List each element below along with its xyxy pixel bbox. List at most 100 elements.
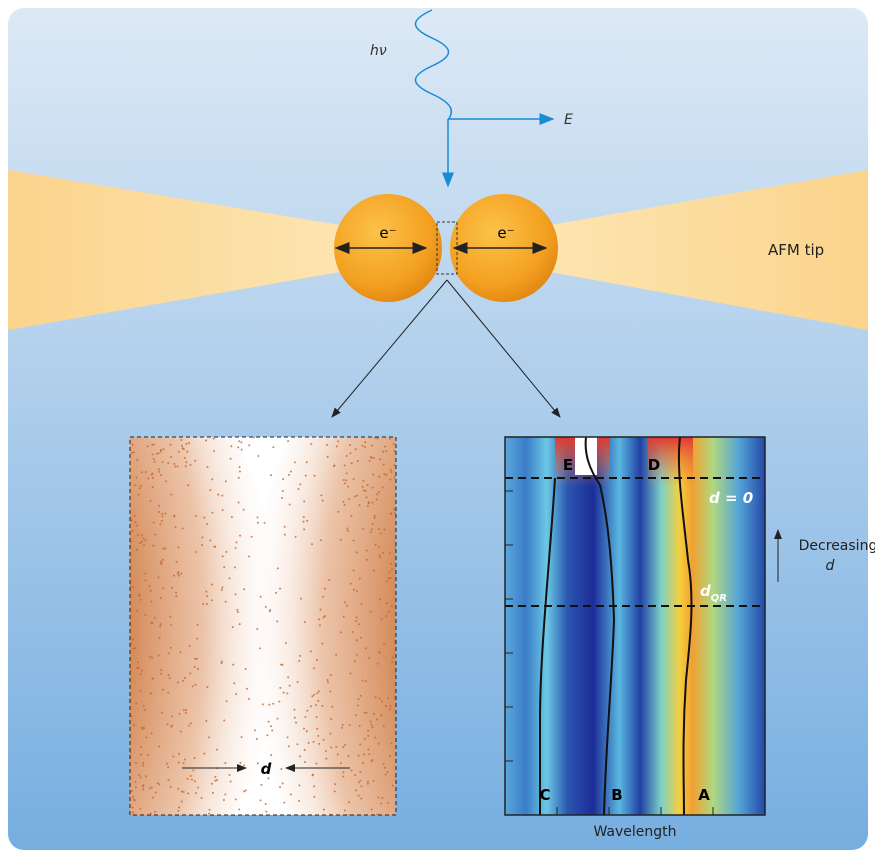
- particle-dot: [353, 540, 355, 542]
- particle-dot: [379, 556, 381, 558]
- particle-dot: [132, 444, 134, 446]
- particle-dot: [390, 705, 392, 707]
- particle-dot: [260, 596, 262, 598]
- particle-dot: [232, 664, 234, 666]
- particle-dot: [304, 716, 306, 718]
- particle-dot: [190, 775, 192, 777]
- particle-dot: [142, 764, 144, 766]
- particle-dot: [243, 588, 245, 590]
- particle-dot: [194, 666, 196, 668]
- particle-dot: [183, 762, 185, 764]
- particle-dot: [257, 522, 259, 524]
- particle-dot: [165, 480, 167, 482]
- particle-dot: [154, 533, 156, 535]
- particle-dot: [306, 520, 308, 522]
- particle-dot: [172, 756, 174, 758]
- particle-dot: [136, 610, 138, 612]
- particle-dot: [360, 695, 362, 697]
- particle-dot: [386, 580, 388, 582]
- particle-dot: [214, 780, 216, 782]
- particle-dot: [257, 516, 259, 518]
- particle-dot: [306, 730, 308, 732]
- particle-dot: [321, 643, 323, 645]
- particle-dot: [268, 721, 270, 723]
- particle-dot: [206, 595, 208, 597]
- particle-dot: [298, 800, 300, 802]
- figure: e⁻ e⁻ AFM tip hν E d E D C B A d = 0 dQR…: [0, 0, 875, 857]
- particle-dot: [231, 516, 233, 518]
- particle-dot: [140, 690, 142, 692]
- particle-dot: [289, 504, 291, 506]
- particle-dot: [375, 544, 377, 546]
- particle-dot: [393, 464, 395, 466]
- particle-dot: [303, 528, 305, 530]
- particle-dot: [141, 534, 143, 536]
- particle-dot: [147, 754, 149, 756]
- particle-dot: [317, 735, 319, 737]
- particle-dot: [350, 672, 352, 674]
- particle-dot: [352, 631, 354, 633]
- particle-dot: [133, 451, 135, 453]
- particle-dot: [245, 789, 247, 791]
- particle-dot: [205, 439, 207, 441]
- particle-dot: [178, 546, 180, 548]
- particle-dot: [333, 465, 335, 467]
- particle-dot: [183, 448, 185, 450]
- particle-dot: [378, 743, 380, 745]
- particle-dot: [350, 583, 352, 585]
- particle-dot: [159, 637, 161, 639]
- particle-dot: [158, 452, 160, 454]
- particle-dot: [378, 528, 380, 530]
- particle-dot: [316, 716, 318, 718]
- particle-dot: [282, 478, 284, 480]
- particle-dot: [335, 746, 337, 748]
- particle-dot: [393, 477, 395, 479]
- particle-dot: [373, 517, 375, 519]
- particle-dot: [326, 444, 328, 446]
- particle-dot: [355, 714, 357, 716]
- particle-dot: [294, 717, 296, 719]
- particle-dot: [313, 667, 315, 669]
- particle-dot: [277, 567, 279, 569]
- particle-dot: [167, 462, 169, 464]
- particle-dot: [185, 712, 187, 714]
- particle-dot: [138, 494, 140, 496]
- particle-dot: [184, 677, 186, 679]
- particle-dot: [389, 438, 391, 440]
- particle-dot: [142, 786, 144, 788]
- particle-dot: [203, 517, 205, 519]
- particle-dot: [167, 692, 169, 694]
- particle-dot: [224, 762, 226, 764]
- particle-dot: [367, 748, 369, 750]
- particle-dot: [144, 573, 146, 575]
- particle-dot: [320, 494, 322, 496]
- particle-dot: [248, 444, 250, 446]
- particle-dot: [241, 449, 243, 451]
- particle-dot: [153, 461, 155, 463]
- particle-dot: [379, 554, 381, 556]
- particle-dot: [313, 785, 315, 787]
- particle-dot: [390, 471, 392, 473]
- particle-dot: [171, 587, 173, 589]
- particle-dot: [160, 673, 162, 675]
- particle-dot: [357, 460, 359, 462]
- particle-dot: [389, 479, 391, 481]
- particle-dot: [196, 638, 198, 640]
- particle-dot: [235, 593, 237, 595]
- particle-dot: [136, 667, 138, 669]
- particle-dot: [280, 768, 282, 770]
- particle-dot: [188, 725, 190, 727]
- particle-dot: [358, 781, 360, 783]
- particle-dot: [360, 785, 362, 787]
- particle-dot: [168, 652, 170, 654]
- particle-dot: [383, 725, 385, 727]
- particle-dot: [180, 731, 182, 733]
- particle-dot: [173, 575, 175, 577]
- particle-dot: [365, 680, 367, 682]
- particle-dot: [351, 769, 353, 771]
- particle-dot: [138, 667, 140, 669]
- particle-dot: [367, 783, 369, 785]
- particle-dot: [366, 559, 368, 561]
- particle-dot: [177, 465, 179, 467]
- particle-dot: [136, 549, 138, 551]
